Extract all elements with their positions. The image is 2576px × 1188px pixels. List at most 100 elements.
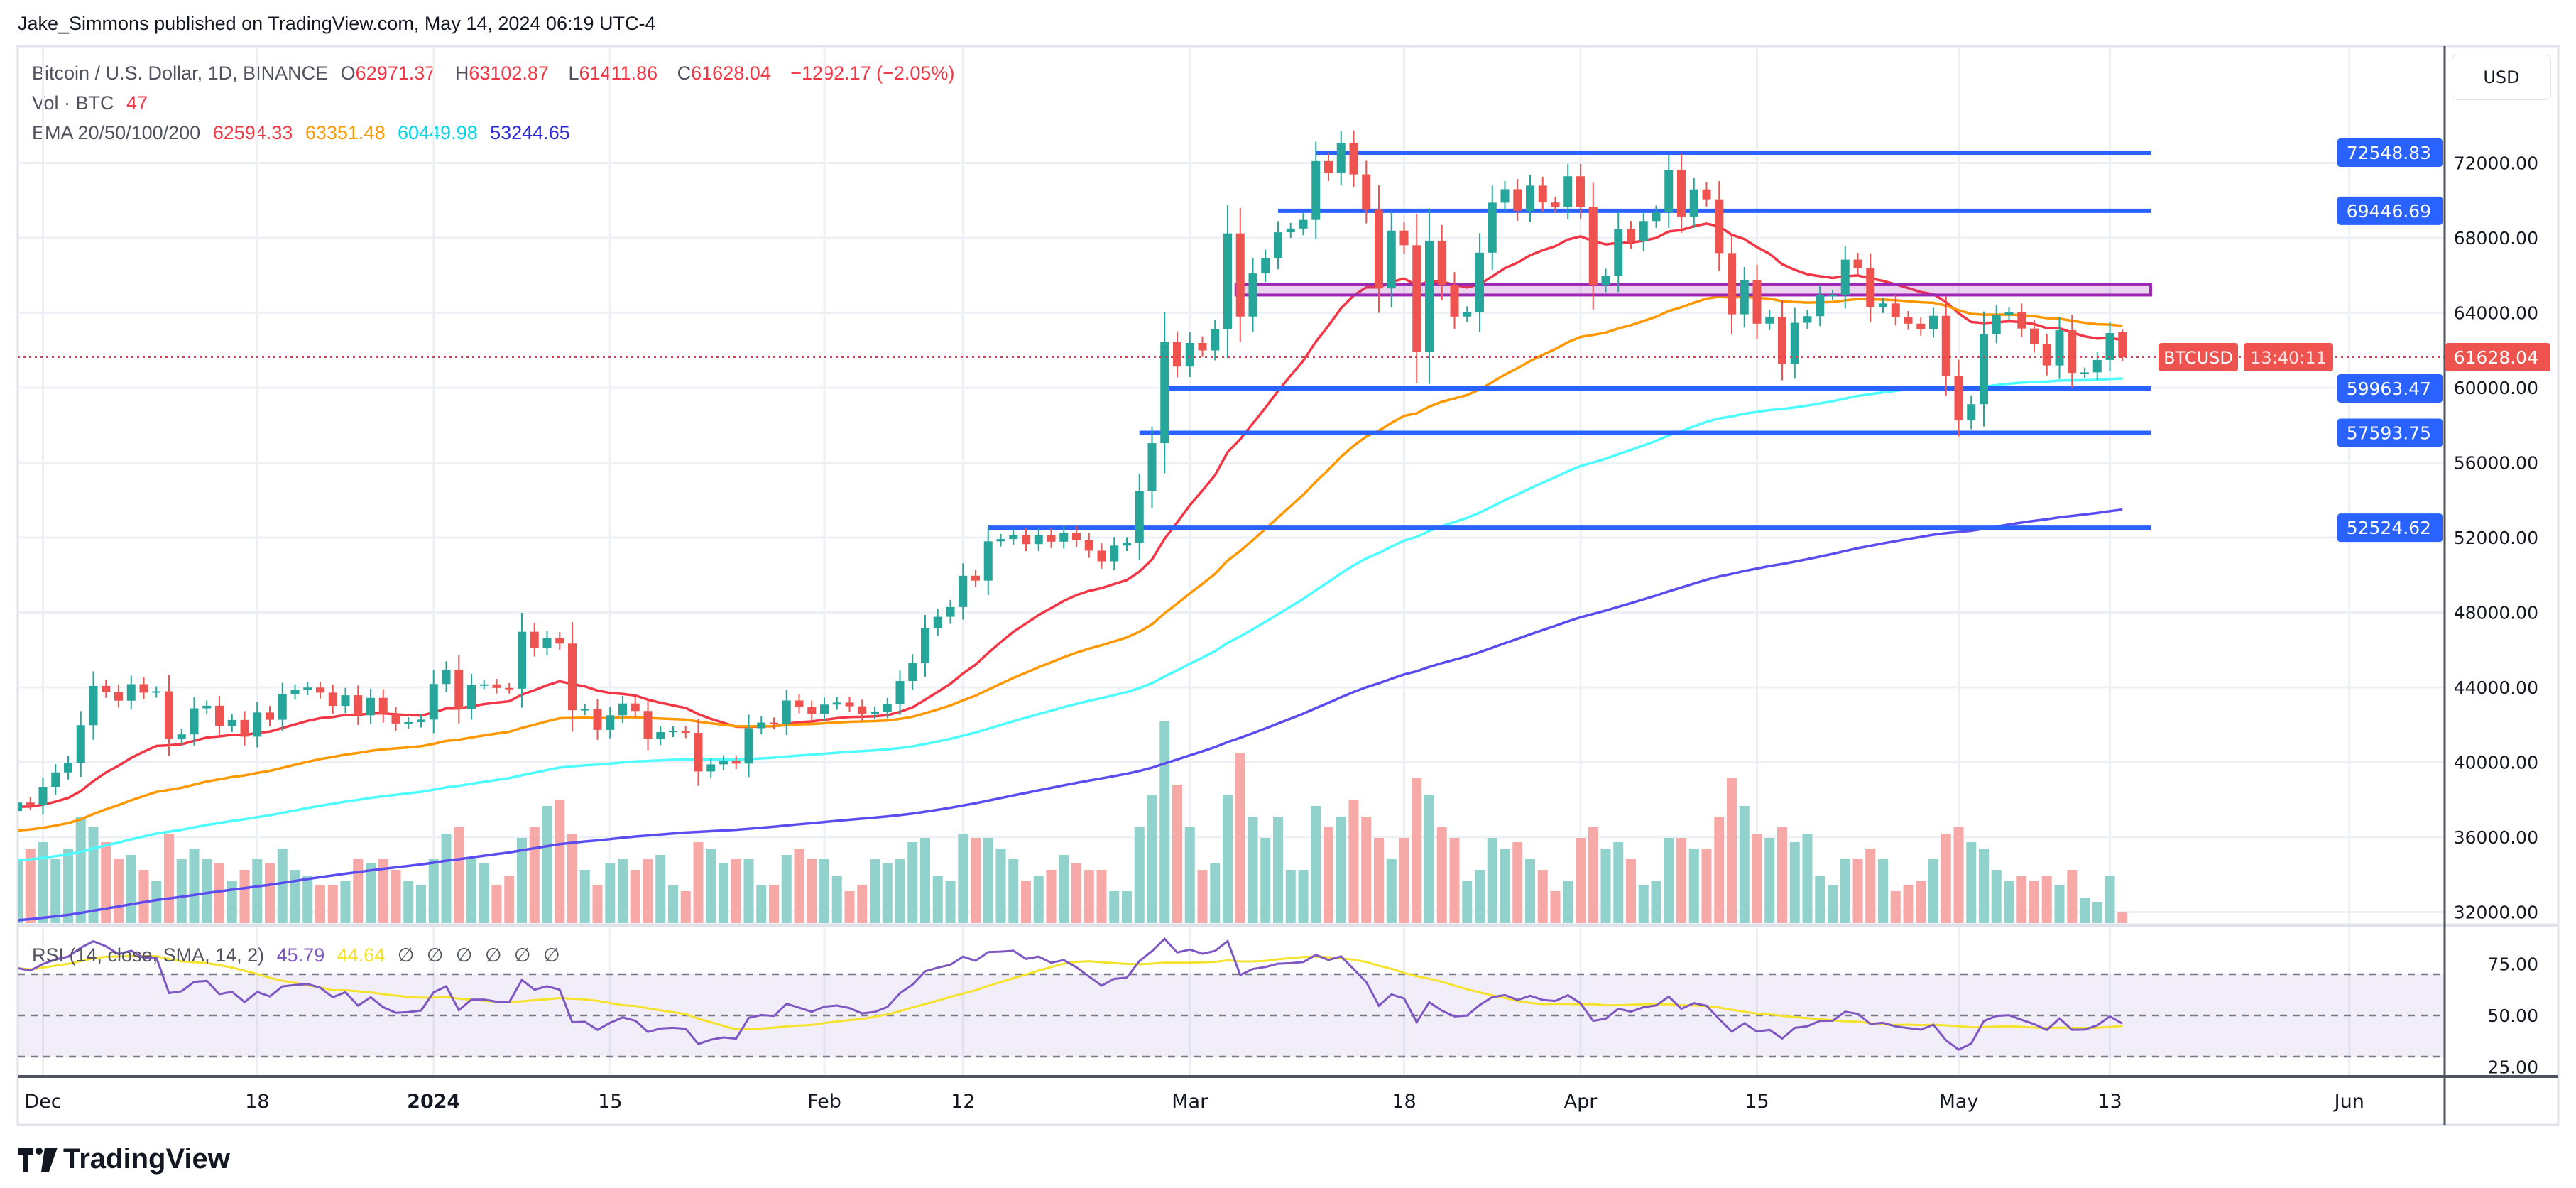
candle-body: [240, 719, 249, 737]
volume-bar: [1235, 753, 1245, 923]
candle-body: [983, 541, 993, 581]
last-price-label-bg: [2445, 343, 2550, 372]
volume-bar: [1525, 859, 1535, 923]
candle-body: [518, 631, 526, 689]
main-pane[interactable]: [13, 130, 2445, 923]
candle-body: [341, 695, 350, 707]
symbol-tag: BTCUSD: [2163, 348, 2233, 368]
symbol-tag-bg: [2159, 343, 2238, 372]
resistance-zone[interactable]: [1234, 283, 2152, 297]
volume-bar: [466, 859, 476, 923]
volume-bar: [391, 870, 401, 923]
volume-bar: [101, 842, 111, 923]
ema-legend[interactable]: EMA 20/50/100/200 62594.33 63351.48 6044…: [32, 122, 577, 144]
candle-body: [1324, 160, 1333, 174]
candle-body: [669, 731, 677, 733]
level-price-label-bg: [2337, 418, 2443, 447]
candle-body: [1009, 535, 1018, 540]
candle-body: [933, 616, 942, 628]
time-tick-label: Dec: [24, 1091, 61, 1113]
ohlc-close: C61628.04: [677, 62, 778, 84]
volume-bar: [1033, 876, 1044, 923]
candle-body: [946, 606, 955, 617]
time-tick-label: 18: [245, 1091, 269, 1113]
volume-bar: [807, 859, 817, 923]
na-value: ∅: [455, 944, 473, 966]
rsi-pane[interactable]: [18, 937, 2445, 1058]
ema-lines: [18, 222, 2123, 922]
volume-bar: [1588, 827, 1598, 923]
candle-body: [165, 691, 173, 739]
candle-body: [1715, 199, 1724, 254]
symbol-name[interactable]: Bitcoin / U.S. Dollar, 1D, BINANCE: [32, 62, 329, 84]
rsi-legend[interactable]: RSI (14, close, SMA, 14, 2) 45.79 44.64 …: [32, 944, 567, 966]
volume-bar: [227, 881, 237, 923]
candle-body: [1538, 185, 1547, 203]
candle-body: [89, 685, 98, 726]
price-tick-label: 40000.00: [2454, 753, 2538, 773]
candle-body: [1223, 233, 1232, 329]
volume-bar: [1512, 842, 1523, 923]
candle-body: [1765, 317, 1774, 324]
candle-body: [656, 732, 665, 739]
volume-bar: [504, 876, 515, 923]
volume-bar: [2041, 876, 2052, 923]
volume-bar: [1436, 827, 1447, 923]
time-axis[interactable]: Dec 18 2024 15 Feb 12 Mar 18 Apr 15 May 13 Jun: [24, 1091, 2364, 1113]
time-tick-label: 12: [951, 1091, 975, 1113]
volume-bar: [668, 885, 678, 923]
candle-body: [1299, 219, 1308, 229]
volume-bar: [1928, 859, 1938, 923]
rsi-tick-label: 50.00: [2487, 1006, 2538, 1026]
rsi-axis[interactable]: 75.00 50.00 25.00: [2487, 954, 2538, 1078]
volume-bar: [857, 885, 868, 923]
candle-body: [1097, 550, 1106, 562]
volume-bar: [605, 863, 616, 923]
candle-body: [316, 687, 324, 693]
volume-bar: [88, 827, 99, 923]
price-tick-label: 48000.00: [2454, 603, 2538, 623]
volume-bar: [176, 859, 187, 923]
level-price-label: 59963.47: [2347, 378, 2431, 399]
volume-bar: [2016, 876, 2027, 923]
price-tick-label: 44000.00: [2454, 677, 2538, 698]
volume-bar: [479, 863, 489, 923]
candle-body: [1500, 189, 1510, 203]
candles: [18, 130, 2127, 818]
time-tick-label: 2024: [407, 1091, 460, 1113]
candle-body: [593, 709, 602, 730]
volume-bar: [1563, 881, 1573, 923]
volume-bar: [1739, 806, 1750, 923]
volume-bar: [1311, 806, 1321, 923]
ema-label: EMA 20/50/100/200: [32, 122, 201, 143]
candle-body: [1248, 273, 1257, 317]
volume-legend[interactable]: Vol · BTC 47: [32, 92, 155, 114]
time-tick-label: Jun: [2333, 1091, 2364, 1113]
candle-body: [354, 695, 363, 716]
price-tick-label: 60000.00: [2454, 378, 2538, 398]
candle-body: [454, 669, 464, 709]
volume-bar: [1184, 827, 1195, 923]
volume-bar: [1701, 849, 1712, 923]
high-label: H: [454, 62, 469, 84]
tradingview-logo[interactable]: TradingView: [18, 1143, 230, 1175]
rsi-tick-label: 25.00: [2487, 1057, 2538, 1078]
volume-bar: [1890, 891, 1901, 923]
open-label: O: [340, 62, 356, 84]
price-axis-labels: 72548.83 69446.69 59963.47 57593.75 52524.62…: [2159, 138, 2550, 543]
rsi-sma-value: 44.64: [337, 944, 386, 966]
candle-body: [921, 628, 929, 663]
currency-button[interactable]: USD: [2452, 55, 2551, 100]
high-value: 63102.87: [469, 62, 549, 84]
tradingview-logo-icon: [18, 1147, 58, 1172]
candle-body: [1879, 303, 1887, 307]
candle-body: [2068, 330, 2077, 374]
time-tick-label: May: [1939, 1091, 1979, 1113]
candle-body: [770, 722, 778, 724]
candle-body: [2017, 312, 2026, 329]
volume-bar: [1651, 881, 1661, 923]
candle-body: [1576, 176, 1585, 207]
volume-bar: [38, 842, 48, 923]
price-axis[interactable]: 72000.00 68000.00 64000.00 60000.00 56000.00…: [2454, 153, 2538, 923]
